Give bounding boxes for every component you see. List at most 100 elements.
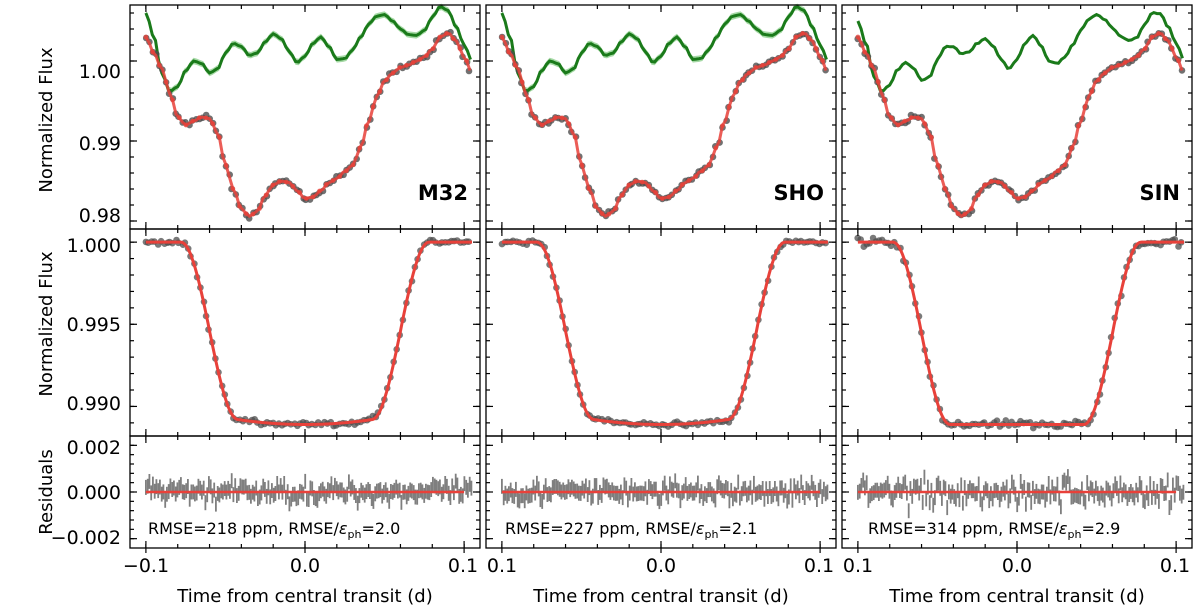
x-tick-label: 0.1: [1160, 555, 1190, 577]
model-marker: [573, 134, 578, 140]
model-marker: [639, 179, 645, 185]
stellar-model-line: [856, 10, 1184, 93]
model-marker: [606, 211, 612, 217]
model-marker: [1002, 183, 1008, 189]
model-marker: [377, 89, 383, 94]
model-marker: [404, 62, 409, 68]
y-tick-label: 1.00: [79, 61, 121, 83]
model-marker: [290, 183, 296, 189]
model-name-sho: SHO: [773, 181, 824, 205]
model-marker: [1009, 190, 1014, 195]
model-marker: [303, 196, 309, 201]
model-marker: [619, 192, 625, 198]
model-marker: [915, 115, 921, 121]
y-tick-label: 0.000: [67, 482, 121, 504]
model-marker: [773, 57, 779, 62]
model-marker: [444, 31, 449, 36]
model-marker: [942, 186, 948, 192]
axes-frame: [841, 228, 1193, 437]
model-marker: [197, 115, 202, 121]
model-marker: [283, 179, 289, 185]
y-tick-label: 1.000: [67, 235, 121, 257]
residual-panel-m32: [144, 473, 473, 512]
model-marker: [1176, 58, 1181, 64]
epsilon-subscript: ph: [705, 528, 719, 541]
x-tick-label: −0.1: [123, 555, 169, 577]
model-marker: [512, 62, 518, 68]
x-tick-label: 0.0: [646, 555, 676, 577]
top-panel-sin: [854, 10, 1186, 219]
model-marker: [519, 79, 525, 85]
model-marker: [553, 115, 558, 121]
model-marker: [539, 122, 545, 128]
x-tick-label: 0.0: [290, 555, 320, 577]
model-marker: [410, 60, 416, 65]
model-marker: [243, 211, 249, 217]
model-marker: [450, 36, 456, 42]
model-marker: [1042, 178, 1048, 183]
x-tick-label: 0.1: [448, 555, 478, 577]
model-marker: [646, 183, 652, 189]
model-marker: [176, 115, 182, 121]
model-marker: [230, 186, 236, 192]
model-marker: [457, 46, 463, 51]
model-marker: [962, 211, 968, 217]
model-marker: [337, 174, 343, 179]
model-marker: [888, 115, 894, 121]
model-marker: [753, 65, 759, 70]
model-marker: [766, 60, 772, 65]
model-marker: [909, 115, 914, 121]
model-marker: [579, 163, 585, 168]
model-marker: [593, 203, 598, 209]
model-marker: [357, 145, 363, 151]
model-marker: [190, 118, 196, 124]
x-axis-label-m32: Time from central transit (d): [176, 586, 433, 607]
panel-column-sin: SIN RMSE=314 ppm, RMSE/εph=2.9 0.1 0.0 0…: [841, 4, 1193, 607]
model-marker: [1109, 65, 1115, 70]
middle-panel-m32: [142, 236, 473, 430]
rmse-text: RMSE=227 ppm, RMSE/: [505, 519, 696, 538]
model-marker: [163, 79, 169, 85]
model-marker: [532, 115, 538, 121]
top-panel-sho: [498, 3, 829, 220]
bottom-y-tick-labels: 0.002 0.000 −0.002: [51, 437, 121, 549]
model-marker: [882, 97, 887, 103]
model-marker: [1089, 89, 1095, 94]
model-marker: [323, 182, 329, 187]
rmse-text: RMSE=314 ppm, RMSE/: [868, 519, 1059, 538]
model-marker: [150, 49, 156, 55]
y-tick-label: 0.002: [67, 437, 121, 459]
model-marker: [813, 46, 819, 51]
model-marker: [156, 62, 162, 68]
x-axis-label-sin: Time from central transit (d): [888, 586, 1145, 607]
model-marker: [1122, 60, 1128, 65]
model-marker: [370, 104, 376, 110]
model-marker: [862, 49, 867, 55]
model-marker: [1116, 62, 1121, 68]
rmse-text: RMSE=218 ppm, RMSE/: [148, 519, 339, 538]
model-marker: [263, 192, 269, 198]
model-marker: [895, 122, 901, 128]
transit-model-line: [857, 240, 1184, 426]
epsilon-symbol: ε: [1059, 519, 1068, 538]
model-marker: [464, 58, 469, 64]
top-y-tick-labels: 1.00 0.99 0.98: [79, 61, 121, 227]
y-tick-label: 0.98: [79, 205, 121, 227]
model-marker: [1056, 168, 1061, 174]
model-marker: [613, 206, 618, 211]
model-marker: [506, 49, 511, 55]
model-name-m32: M32: [418, 181, 468, 205]
model-marker: [922, 121, 928, 126]
model-marker: [989, 179, 994, 184]
x-tick-label: 0.0: [1002, 555, 1032, 577]
model-marker: [935, 163, 941, 168]
model-marker: [1102, 70, 1108, 76]
model-marker: [740, 77, 745, 83]
rmse-label-m32: RMSE=218 ppm, RMSE/εph=2.0: [148, 519, 400, 541]
model-marker: [1142, 46, 1148, 51]
model-marker: [1149, 34, 1155, 40]
model-marker: [559, 115, 565, 121]
model-marker: [1035, 182, 1041, 187]
model-marker: [868, 62, 874, 68]
model-marker: [975, 192, 981, 198]
